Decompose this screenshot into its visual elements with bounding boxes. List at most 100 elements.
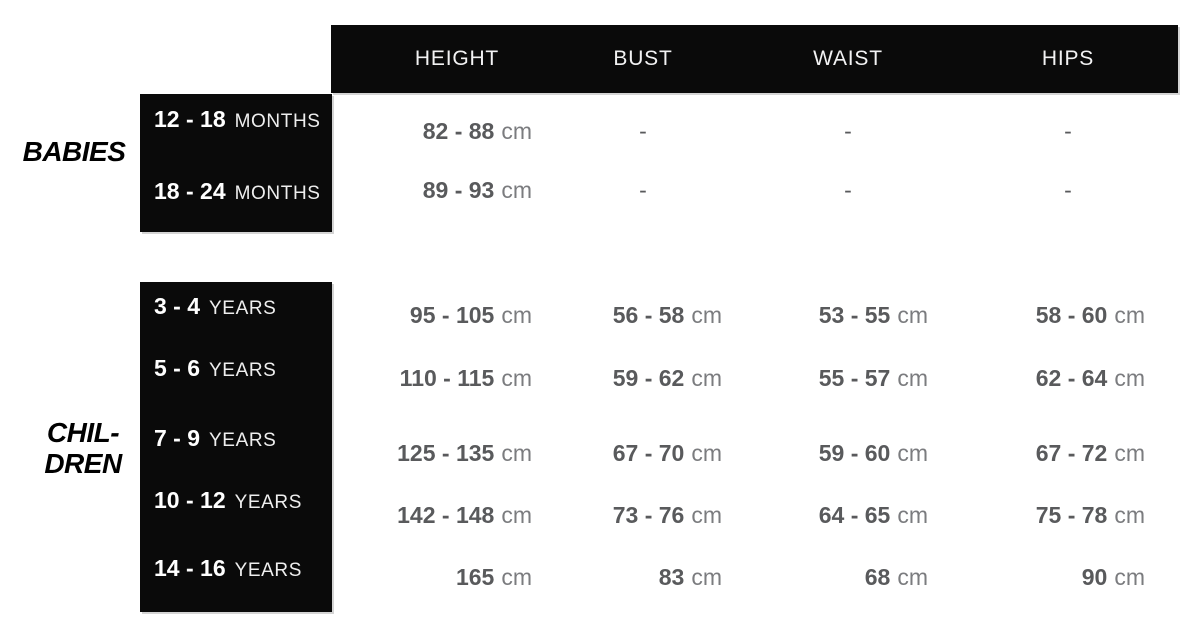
value-unit: cm xyxy=(691,564,722,590)
age-unit: YEARS xyxy=(209,430,277,451)
cell-children-2-waist: 59 - 60 cm xyxy=(708,438,928,468)
cell-children-1-waist: 55 - 57 cm xyxy=(708,363,928,393)
age-range: 18 - 24 xyxy=(154,178,226,204)
cell-babies-0-height: 82 - 88 cm xyxy=(312,116,532,146)
cell-children-0-bust: 56 - 58 cm xyxy=(502,300,722,330)
age-row-children-2: 7 - 9 YEARS xyxy=(154,423,276,453)
value-unit: cm xyxy=(691,302,722,328)
value-number: 67 - 70 xyxy=(612,440,685,466)
age-unit: YEARS xyxy=(234,492,303,513)
value-unit: cm xyxy=(501,440,532,466)
value-number: 90 xyxy=(1081,564,1108,590)
value-number: 67 - 72 xyxy=(1035,440,1108,466)
age-row-babies-0: 12 - 18 MONTHS xyxy=(154,104,321,134)
value-number: 64 - 65 xyxy=(818,502,891,528)
column-header-height: HEIGHT xyxy=(414,47,500,70)
value-number: 59 - 60 xyxy=(818,440,891,466)
value-number: 53 - 55 xyxy=(818,302,891,328)
cell-children-1-hips: 62 - 64 cm xyxy=(925,363,1145,393)
column-header-bust: BUST xyxy=(613,47,673,70)
cell-babies-1-hips: - xyxy=(968,175,1168,205)
column-header-waist: WAIST xyxy=(813,47,883,70)
cell-children-4-waist: 68 cm xyxy=(708,562,928,592)
age-range: 7 - 9 xyxy=(154,425,201,451)
value-number: 125 - 135 xyxy=(397,440,495,466)
value-unit: cm xyxy=(897,302,928,328)
age-row-children-3: 10 - 12 YEARS xyxy=(154,485,302,515)
cell-babies-1-waist: - xyxy=(748,175,948,205)
age-row-babies-1: 18 - 24 MONTHS xyxy=(154,176,321,206)
age-row-children-0: 3 - 4 YEARS xyxy=(154,291,276,321)
value-number: 110 - 115 xyxy=(399,365,495,391)
value-unit: cm xyxy=(1114,302,1145,328)
value-unit: cm xyxy=(501,118,532,144)
cell-babies-0-waist: - xyxy=(748,116,948,146)
value-number: 75 - 78 xyxy=(1035,502,1108,528)
value-unit: cm xyxy=(501,177,532,203)
value-number: 82 - 88 xyxy=(422,118,495,144)
value-unit: cm xyxy=(897,365,928,391)
value-number: 59 - 62 xyxy=(612,365,685,391)
value-number: 83 xyxy=(658,564,685,590)
cell-children-4-hips: 90 cm xyxy=(925,562,1145,592)
cell-babies-1-height: 89 - 93 cm xyxy=(312,175,532,205)
cell-children-3-height: 142 - 148 cm xyxy=(312,500,532,530)
empty-value-dash: - xyxy=(844,118,852,144)
cell-children-0-hips: 58 - 60 cm xyxy=(925,300,1145,330)
value-unit: cm xyxy=(691,440,722,466)
age-unit: YEARS xyxy=(209,298,277,319)
category-label-babies: BABIES xyxy=(22,136,126,167)
children-age-box: 3 - 4 YEARS 5 - 6 YEARS 7 - 9 YEARS 10 - 12… xyxy=(140,282,332,612)
empty-value-dash: - xyxy=(639,118,647,144)
cell-children-3-waist: 64 - 65 cm xyxy=(708,500,928,530)
empty-value-dash: - xyxy=(639,177,647,203)
value-unit: cm xyxy=(691,502,722,528)
babies-age-box: 12 - 18 MONTHS 18 - 24 MONTHS xyxy=(140,94,332,232)
value-unit: cm xyxy=(1114,365,1145,391)
cell-children-0-waist: 53 - 55 cm xyxy=(708,300,928,330)
empty-value-dash: - xyxy=(844,177,852,203)
cell-children-1-height: 110 - 115 cm xyxy=(312,363,532,393)
value-number: 73 - 76 xyxy=(612,502,685,528)
value-number: 62 - 64 xyxy=(1035,365,1108,391)
value-unit: cm xyxy=(1114,564,1145,590)
cell-children-0-height: 95 - 105 cm xyxy=(312,300,532,330)
age-range: 14 - 16 xyxy=(154,555,226,581)
value-number: 165 xyxy=(455,564,495,590)
cell-children-4-bust: 83 cm xyxy=(502,562,722,592)
column-header-bar: HEIGHT BUST WAIST HIPS xyxy=(331,25,1178,93)
value-unit: cm xyxy=(501,365,532,391)
value-unit: cm xyxy=(691,365,722,391)
value-number: 56 - 58 xyxy=(612,302,685,328)
category-label-children-line2: DREN xyxy=(44,448,122,479)
cell-children-2-height: 125 - 135 cm xyxy=(312,438,532,468)
value-number: 58 - 60 xyxy=(1035,302,1108,328)
value-unit: cm xyxy=(1114,502,1145,528)
cell-children-3-bust: 73 - 76 cm xyxy=(502,500,722,530)
age-unit: MONTHS xyxy=(234,111,321,132)
age-row-children-1: 5 - 6 YEARS xyxy=(154,353,276,383)
age-range: 3 - 4 xyxy=(154,293,201,319)
category-label-children: CHIL- DREN xyxy=(29,417,137,479)
empty-value-dash: - xyxy=(1064,177,1072,203)
age-unit: YEARS xyxy=(234,560,303,581)
cell-children-3-hips: 75 - 78 cm xyxy=(925,500,1145,530)
value-number: 95 - 105 xyxy=(409,302,495,328)
value-unit: cm xyxy=(1114,440,1145,466)
value-unit: cm xyxy=(897,502,928,528)
value-unit: cm xyxy=(897,564,928,590)
empty-value-dash: - xyxy=(1064,118,1072,144)
value-unit: cm xyxy=(501,302,532,328)
age-unit: YEARS xyxy=(209,360,277,381)
column-header-hips: HIPS xyxy=(1041,47,1095,70)
value-number: 142 - 148 xyxy=(397,502,495,528)
age-unit: MONTHS xyxy=(234,183,321,204)
age-range: 12 - 18 xyxy=(154,106,226,132)
value-number: 89 - 93 xyxy=(422,177,495,203)
cell-children-1-bust: 59 - 62 cm xyxy=(502,363,722,393)
age-range: 5 - 6 xyxy=(154,355,201,381)
cell-children-2-bust: 67 - 70 cm xyxy=(502,438,722,468)
cell-children-2-hips: 67 - 72 cm xyxy=(925,438,1145,468)
value-number: 68 xyxy=(864,564,891,590)
